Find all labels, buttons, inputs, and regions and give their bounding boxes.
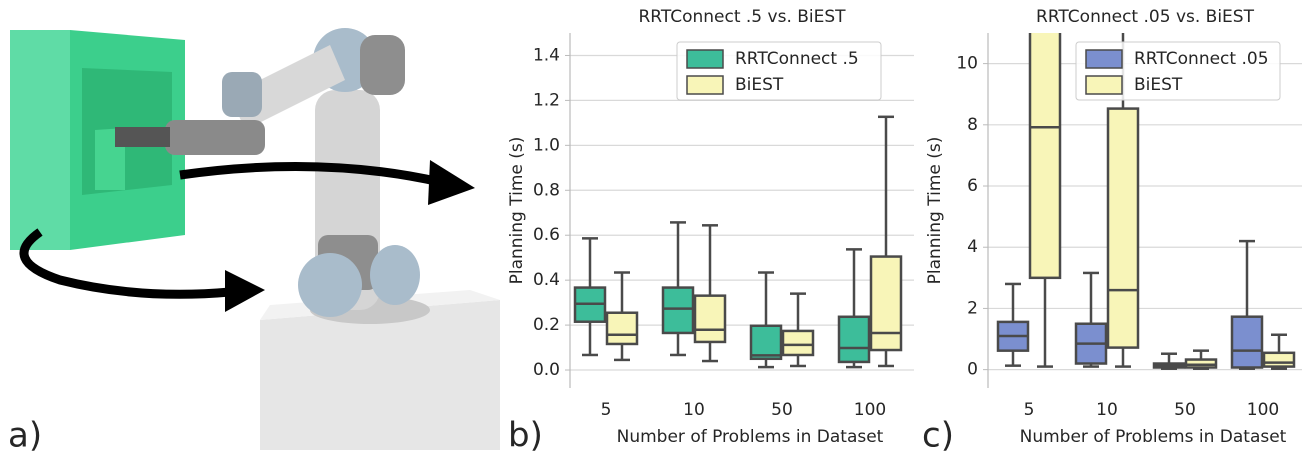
- y-tick-label: 2: [967, 298, 978, 318]
- box: [837, 315, 871, 364]
- y-tick-label: 1.4: [533, 45, 560, 65]
- x-tick-label: 100: [854, 400, 886, 420]
- x-tick-label: 5: [1024, 400, 1035, 420]
- box: [781, 329, 815, 357]
- x-tick-label: 5: [601, 400, 612, 420]
- legend-swatch: [686, 75, 724, 95]
- y-tick-label: 10: [956, 54, 978, 74]
- chart-title: RRTConnect .05 vs. BiEST: [1036, 7, 1255, 27]
- y-tick-label: 6: [967, 176, 978, 196]
- box: [605, 311, 639, 346]
- legend-box: [1075, 41, 1281, 101]
- panel-label: c): [922, 416, 954, 455]
- x-tick-label: 10: [1096, 400, 1118, 420]
- legend-label: BiEST: [1134, 75, 1183, 95]
- y-axis-label: Planning Time (s): [925, 137, 945, 285]
- legend-label: BiEST: [735, 75, 784, 95]
- y-tick-label: 1.2: [533, 90, 560, 110]
- y-tick-label: 0: [967, 360, 978, 380]
- box: [1028, 33, 1062, 280]
- box: [869, 255, 903, 352]
- legend-swatch: [1085, 49, 1123, 69]
- plot-area: [996, 33, 1296, 370]
- y-tick-label: 0.8: [533, 180, 560, 200]
- y-tick-label: 1.0: [533, 135, 560, 155]
- box: [1106, 107, 1140, 349]
- y-tick-label: 0.0: [533, 360, 560, 380]
- legend-label: RRTConnect .5: [735, 49, 859, 69]
- legend-box: [676, 41, 882, 101]
- x-tick-label: 50: [1174, 400, 1196, 420]
- y-tick-label: 0.2: [533, 315, 560, 335]
- box: [1230, 315, 1264, 369]
- y-tick-label: 4: [967, 237, 978, 257]
- robot-illustration: [10, 28, 500, 450]
- legend-swatch: [1085, 75, 1123, 95]
- x-tick-label: 50: [771, 400, 793, 420]
- legend-label: RRTConnect .05: [1134, 49, 1269, 69]
- legend-swatch: [686, 49, 724, 69]
- box: [693, 294, 727, 344]
- panel-label: b): [508, 416, 543, 455]
- y-axis-label: Planning Time (s): [507, 137, 527, 285]
- plot-area: [573, 115, 903, 369]
- x-axis-label: Number of Problems in Dataset: [617, 427, 884, 447]
- y-tick-label: 0.6: [533, 225, 560, 245]
- y-tick-label: 8: [967, 115, 978, 135]
- box: [1262, 351, 1296, 368]
- x-axis-label: Number of Problems in Dataset: [1020, 427, 1287, 447]
- box: [749, 324, 783, 361]
- chart-title: RRTConnect .5 vs. BiEST: [638, 7, 846, 27]
- x-tick-label: 10: [683, 400, 705, 420]
- y-tick-label: 0.4: [533, 270, 560, 290]
- box: [661, 286, 695, 335]
- panel-label: a): [8, 416, 42, 455]
- x-tick-label: 100: [1247, 400, 1279, 420]
